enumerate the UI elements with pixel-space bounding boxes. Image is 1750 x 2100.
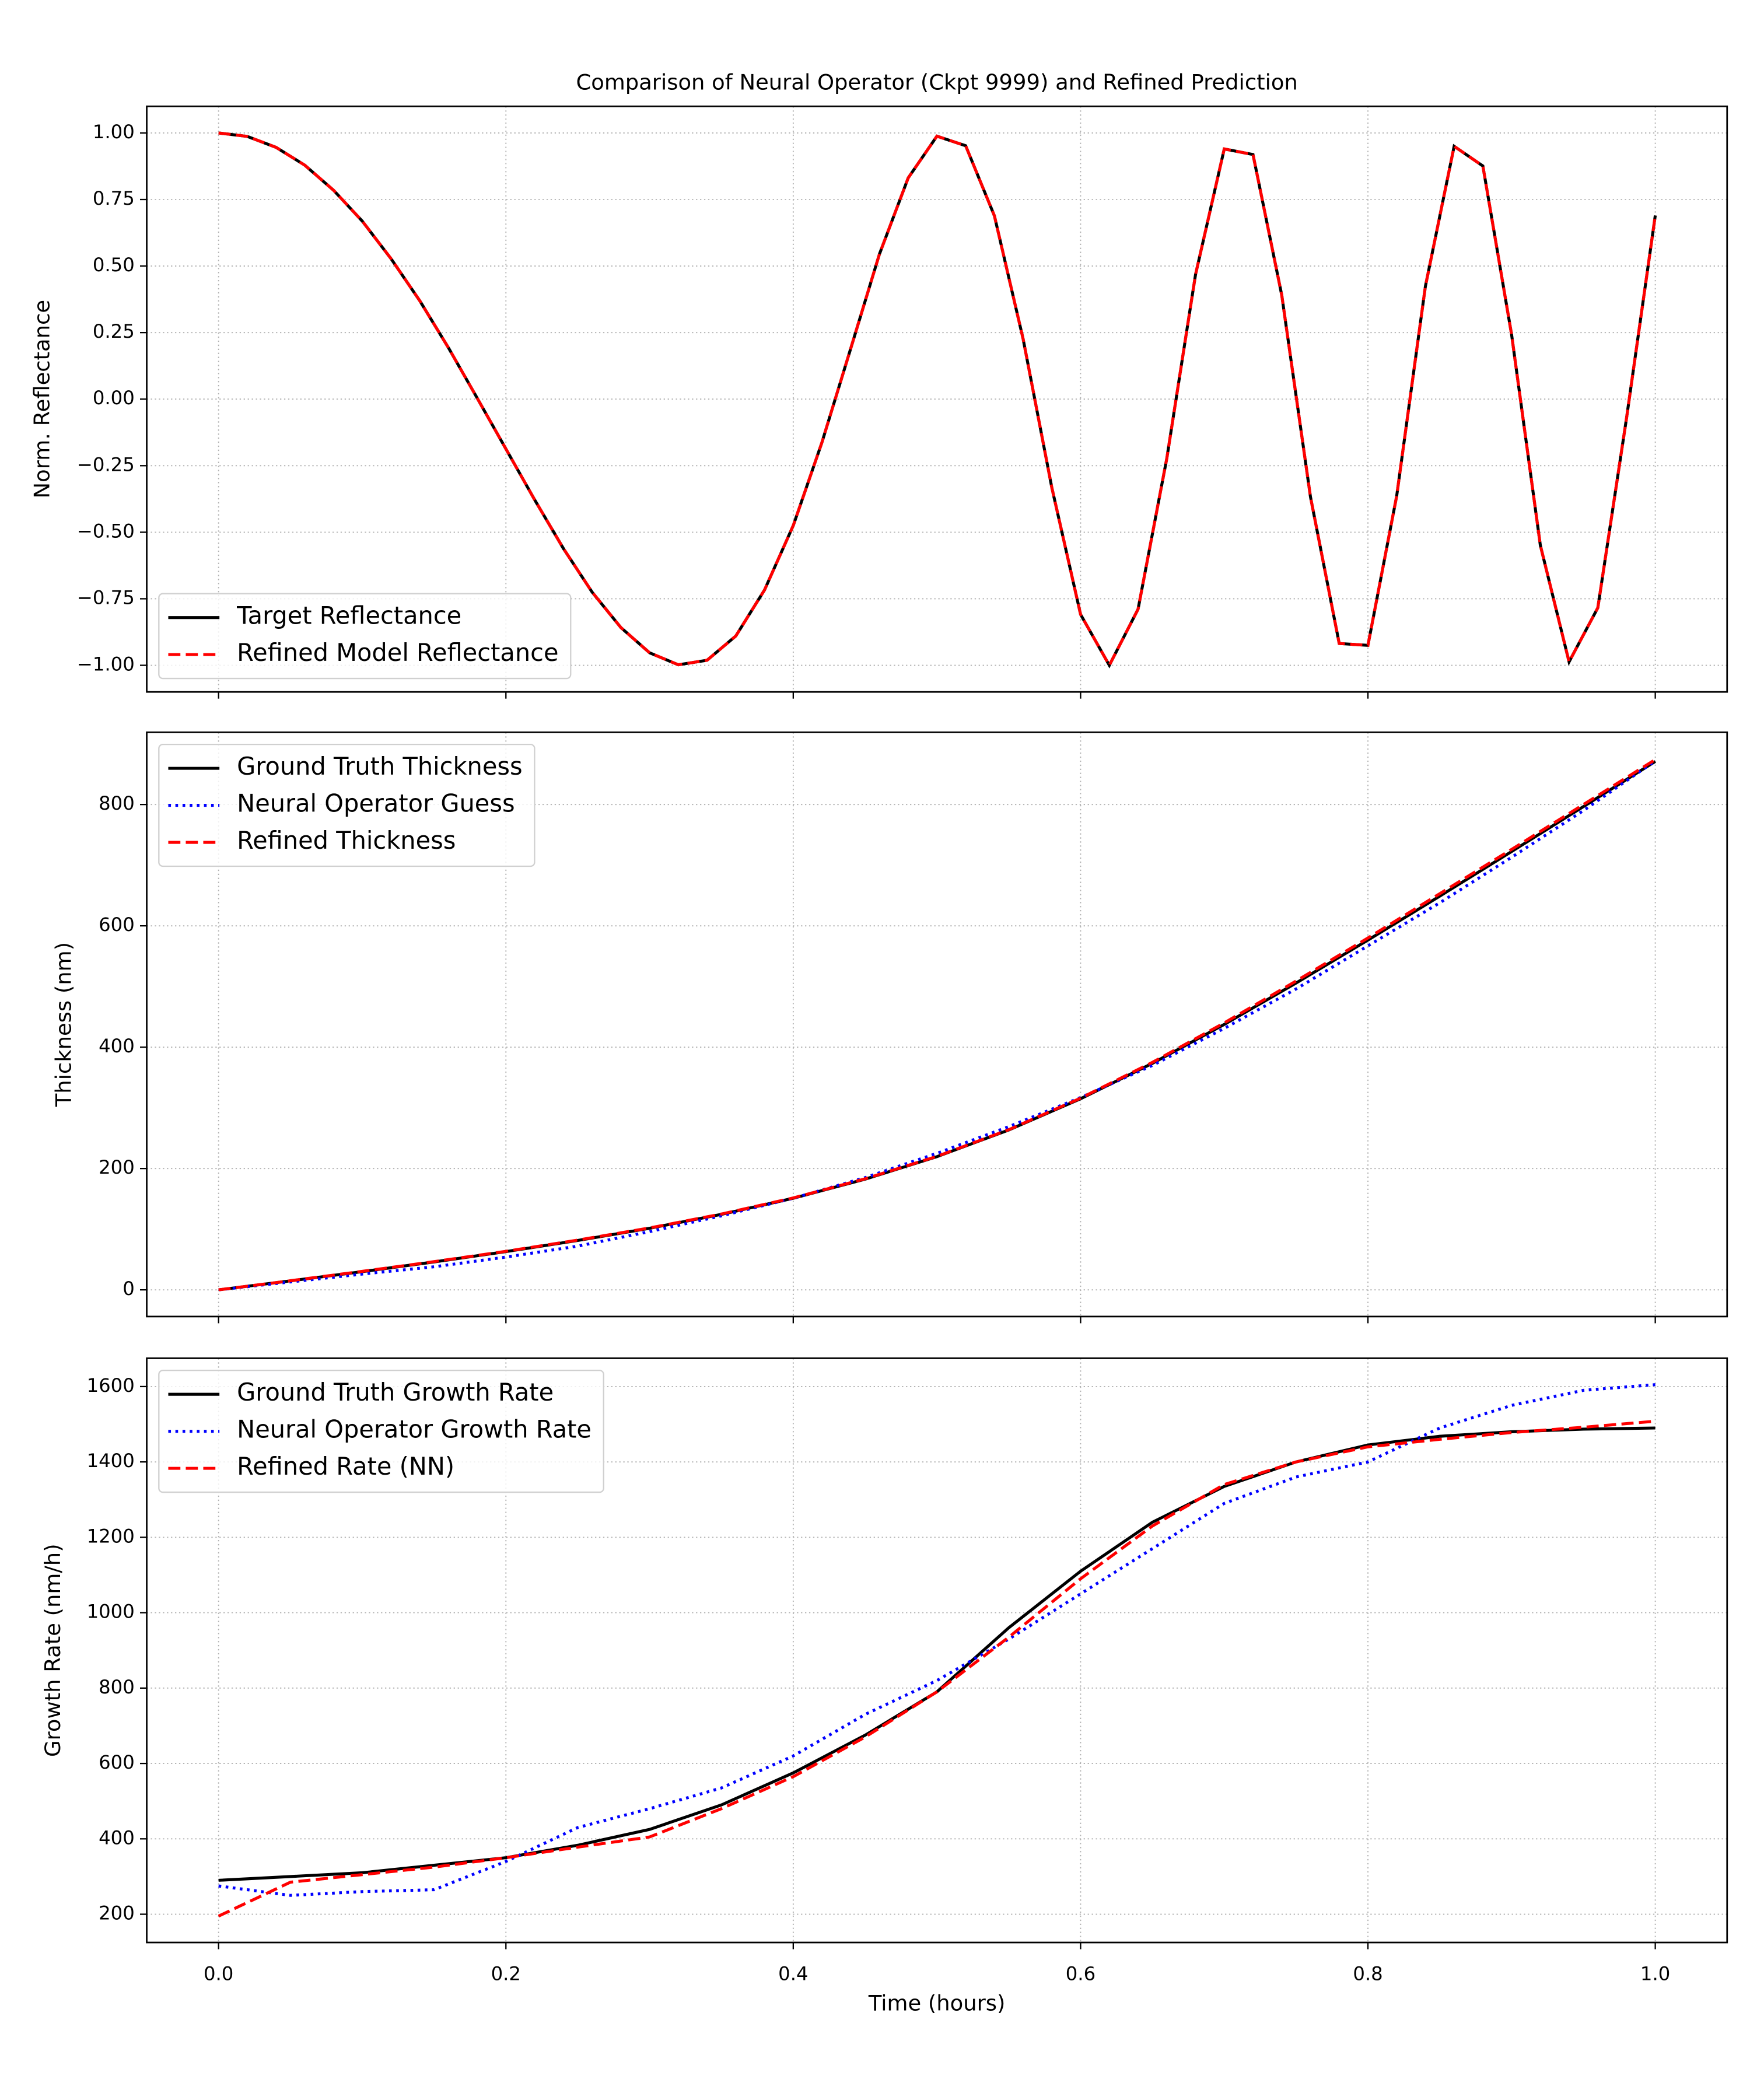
x-tick-label: 0.6 <box>1066 1962 1096 1985</box>
legend-label: Refined Rate (NN) <box>237 1452 454 1480</box>
legend-box <box>158 743 536 867</box>
legend-label: Refined Model Reflectance <box>237 638 558 667</box>
y-tick-label: 600 <box>99 1751 135 1773</box>
x-axis-label: Time (hours) <box>868 1991 1006 2016</box>
legend: Target Reflectance Refined Model Reflecta… <box>158 593 572 680</box>
legend-box <box>158 593 572 680</box>
legend-label: Refined Thickness <box>237 826 456 855</box>
y-tick-label: 1400 <box>87 1450 135 1472</box>
y-tick-label: 600 <box>99 914 135 936</box>
series-line <box>218 131 1657 668</box>
axes: −1.00 −0.75 −0.50 −0.25 0.00 0.25 0.50 0.75 1.00… <box>29 70 1728 699</box>
legend-label: Neural Operator Growth Rate <box>237 1415 592 1444</box>
series-line <box>218 1419 1656 1918</box>
series-line <box>218 760 1656 1292</box>
y-axis-label: Thickness (nm) <box>51 942 76 1107</box>
x-tick-label: 0.8 <box>1353 1962 1382 1985</box>
x-tick-label: 0.4 <box>778 1962 808 1985</box>
y-tick-label: 800 <box>99 792 135 814</box>
legend-label: Ground Truth Thickness <box>237 752 523 780</box>
y-tick-label: 0 <box>123 1278 135 1300</box>
y-tick-label: −0.75 <box>77 586 135 608</box>
y-tick-label: 0.75 <box>93 187 135 209</box>
legend: Ground Truth Growth Rate Neural Operator … <box>158 1370 604 1493</box>
x-tick-label: 0.2 <box>491 1962 521 1985</box>
y-tick-label: 400 <box>99 1826 135 1849</box>
y-tick-label: −0.25 <box>77 453 135 475</box>
y-tick-label: 1.00 <box>93 121 135 143</box>
y-tick-label: 400 <box>99 1035 135 1057</box>
legend-label: Target Reflectance <box>236 601 461 630</box>
axes-frame <box>146 1357 1728 1944</box>
y-tick-label: 1000 <box>87 1601 135 1623</box>
axes-frame <box>146 105 1728 693</box>
y-axis-label: Norm. Reflectance <box>29 300 54 499</box>
legend-box <box>158 1370 604 1493</box>
y-tick-label: 800 <box>99 1676 135 1698</box>
legend: Ground Truth Thickness Neural Operator Gu… <box>158 743 536 867</box>
y-tick-label: −1.00 <box>77 653 135 676</box>
y-tick-label: 1600 <box>87 1374 135 1396</box>
legend-label: Ground Truth Growth Rate <box>237 1378 554 1406</box>
legend-label: Neural Operator Guess <box>237 789 514 818</box>
y-tick-label: 0.25 <box>93 320 135 342</box>
y-tick-label: 0.00 <box>93 387 135 409</box>
x-tick-label: 0.0 <box>204 1962 233 1985</box>
chart-title: Comparison of Neural Operator (Ckpt 9999… <box>576 70 1297 95</box>
y-tick-label: 200 <box>99 1902 135 1924</box>
y-tick-label: 1200 <box>87 1525 135 1547</box>
x-tick-label: 1.0 <box>1640 1962 1670 1985</box>
y-tick-label: −0.50 <box>77 520 135 542</box>
y-tick-label: 0.50 <box>93 254 135 276</box>
y-tick-label: 200 <box>99 1156 135 1178</box>
axes-frame <box>146 732 1728 1318</box>
y-axis-label: Growth Rate (nm/h) <box>40 1544 65 1757</box>
